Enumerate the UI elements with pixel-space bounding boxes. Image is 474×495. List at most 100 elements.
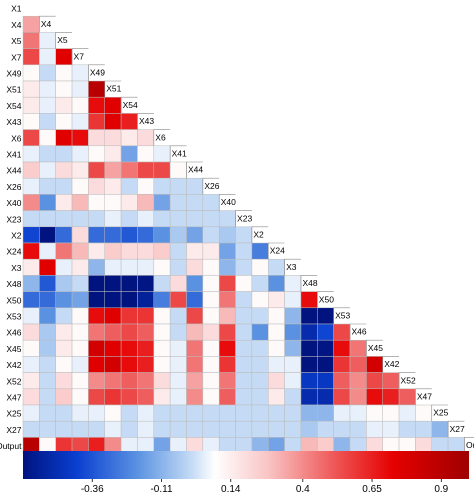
heatmap-cell [22,275,40,292]
heatmap-cell [333,388,351,406]
heatmap-cell [137,177,155,195]
heatmap-cell [317,372,334,390]
heatmap-cell [268,307,285,325]
row-label: X51 [6,85,21,95]
heatmap-cell [186,291,204,309]
heatmap-cell [120,242,138,260]
heatmap-cell [22,339,40,357]
diagonal-step [447,420,465,438]
heatmap-cell [415,404,432,422]
heatmap-cell [104,404,122,422]
heatmap-cell [153,356,171,373]
heatmap-cell [39,291,56,309]
heatmap-cell [88,323,106,341]
colorbar-tick-label: 0.65 [362,484,382,495]
heatmap-cell [218,258,236,276]
heatmap-cell [284,388,302,406]
heatmap-cell [235,356,253,373]
diagonal-step [55,32,73,49]
heatmap-cell [169,177,187,195]
diagonal-label: X52 [401,375,416,385]
heatmap-cell [104,113,122,130]
heatmap-cell [284,372,302,390]
heatmap-cell [39,80,56,98]
heatmap-cell [71,356,89,373]
heatmap-cell [137,339,155,357]
heatmap-cell [202,291,220,309]
heatmap-cell [218,323,236,341]
heatmap-cell [39,32,56,49]
heatmap-cell [104,129,122,147]
heatmap-cell [137,372,155,390]
heatmap-cell [88,210,106,228]
heatmap-cell [153,226,171,244]
diagonal-label: X6 [155,132,166,142]
heatmap-cell [88,242,106,260]
heatmap-cell [333,404,351,422]
row-label: X47 [6,392,21,402]
heatmap-cell [169,420,187,438]
heatmap-cell [431,420,449,438]
heatmap-cell [39,210,56,228]
heatmap-cell [120,226,138,244]
heatmap-cell [137,404,155,422]
row-labels: X1 X4 X5 X7 X49 X51 X54 X43 X6 X41 X44 X26 X40 X23 X2 X… [0,4,22,451]
heatmap-cell [55,226,73,244]
heatmap-cell [218,388,236,406]
heatmap-cell [39,307,56,325]
diagonal-step [169,145,187,162]
heatmap-cell [366,388,383,406]
heatmap-cell [137,194,155,211]
heatmap-cell [218,226,236,244]
heatmap-cell [71,242,89,260]
heatmap-cell [22,48,40,66]
heatmap-cell [120,177,138,195]
diagonal-label: X2 [253,229,264,239]
heatmap-cell [398,404,416,422]
heatmap-cell [300,307,318,325]
heatmap-cell [186,323,204,341]
heatmap-cell [120,129,138,147]
heatmap-cell [120,194,138,211]
heatmap-cell [88,420,106,438]
heatmap-cell [317,307,334,325]
heatmap-cell [398,388,416,406]
heatmap-cell [251,323,269,341]
heatmap-cell [169,372,187,390]
heatmap-cell [202,356,220,373]
heatmap-cell [39,129,56,147]
heatmap-cell [317,339,334,357]
heatmap-cell [22,15,40,33]
diagonal-label: X3 [286,262,297,272]
diagonal-step [415,388,432,405]
heatmap-cell [39,275,56,292]
heatmap-cell [251,258,269,276]
heatmap-cell [218,356,236,373]
diagonal-step [300,275,318,292]
diagonal-step [251,226,269,243]
heatmap-cell [120,388,138,406]
heatmap-cell [39,323,56,341]
colorbar-tick-label: 0.14 [221,484,241,495]
colorbar-tick-label: 0.9 [434,484,448,495]
heatmap-cell [55,145,73,163]
heatmap-cell [71,258,89,276]
diagonal-label: X27 [450,424,465,434]
heatmap-cell [268,388,285,406]
diagonal-step [88,64,105,81]
heatmap-cell [153,275,171,292]
heatmap-cell [104,177,122,195]
heatmap-cell [55,129,73,147]
heatmap-cell [169,242,187,260]
heatmap-cell [71,339,89,357]
heatmap-cell [104,356,122,373]
heatmap-cell [202,404,220,422]
heatmap-cell [120,161,138,179]
heatmap-cell [71,64,89,82]
heatmap-cell [22,420,40,438]
heatmap-cell [22,291,40,309]
heatmap-cell [382,404,400,422]
heatmap-cell [104,323,122,341]
heatmap-cell [120,356,138,373]
row-label: X44 [6,166,21,176]
